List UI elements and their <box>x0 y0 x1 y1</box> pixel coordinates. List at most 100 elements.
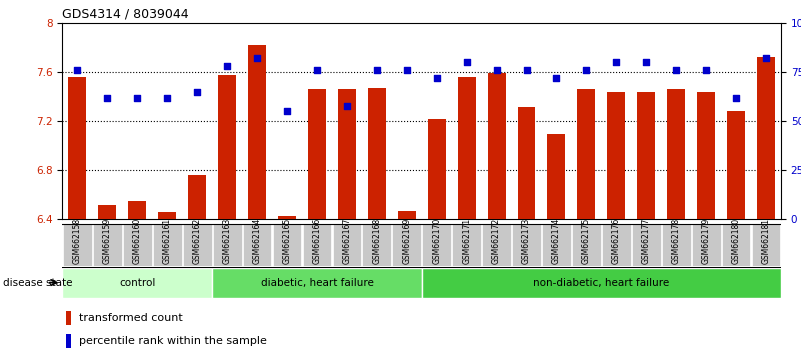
Bar <box>488 73 505 219</box>
Point <box>580 67 593 73</box>
Bar <box>159 212 176 219</box>
Text: GSM662175: GSM662175 <box>582 218 591 264</box>
Point <box>550 75 563 81</box>
Text: non-diabetic, heart failure: non-diabetic, heart failure <box>533 278 670 287</box>
Bar <box>188 175 206 219</box>
Bar <box>66 312 71 325</box>
Bar <box>578 89 595 219</box>
Bar <box>512 224 541 266</box>
Point <box>251 56 264 61</box>
Text: GSM662162: GSM662162 <box>193 218 202 264</box>
Text: GSM662169: GSM662169 <box>402 218 411 264</box>
Point <box>461 59 473 65</box>
Bar <box>422 224 451 266</box>
Bar <box>457 77 476 219</box>
FancyBboxPatch shape <box>422 268 781 298</box>
Point <box>370 67 383 73</box>
Point <box>700 67 713 73</box>
Point <box>311 67 324 73</box>
Point <box>610 59 622 65</box>
Bar <box>722 224 751 266</box>
Bar <box>482 224 511 266</box>
Text: diabetic, heart failure: diabetic, heart failure <box>260 278 373 287</box>
Point <box>759 56 772 61</box>
Bar <box>303 224 332 266</box>
Bar <box>362 224 391 266</box>
Bar <box>572 224 601 266</box>
Point <box>430 75 443 81</box>
Point <box>101 95 114 101</box>
Bar <box>662 224 690 266</box>
Text: control: control <box>119 278 155 287</box>
Bar <box>183 224 211 266</box>
Point <box>490 67 503 73</box>
Text: GSM662180: GSM662180 <box>731 218 741 264</box>
Bar <box>602 224 630 266</box>
Text: GSM662159: GSM662159 <box>103 218 112 264</box>
Point <box>131 95 143 101</box>
Text: GSM662160: GSM662160 <box>133 218 142 264</box>
Bar <box>667 89 685 219</box>
Bar <box>453 224 481 266</box>
Text: GSM662176: GSM662176 <box>612 218 621 264</box>
Text: GSM662172: GSM662172 <box>492 218 501 264</box>
Point <box>640 59 653 65</box>
Point <box>340 103 353 108</box>
Text: GSM662167: GSM662167 <box>342 218 352 264</box>
Point <box>161 95 174 101</box>
Bar <box>66 334 71 348</box>
Bar <box>278 216 296 219</box>
Bar <box>692 224 721 266</box>
Bar <box>632 224 661 266</box>
Text: GSM662177: GSM662177 <box>642 218 650 264</box>
Point <box>71 67 84 73</box>
Text: GSM662165: GSM662165 <box>283 218 292 264</box>
Bar <box>517 107 536 219</box>
Text: GSM662179: GSM662179 <box>702 218 710 264</box>
Text: percentile rank within the sample: percentile rank within the sample <box>78 336 267 346</box>
Bar <box>63 224 92 266</box>
Bar <box>751 224 780 266</box>
Text: GSM662173: GSM662173 <box>522 218 531 264</box>
Text: GSM662168: GSM662168 <box>372 218 381 264</box>
Bar <box>332 224 361 266</box>
Bar <box>547 133 566 219</box>
Bar <box>428 119 445 219</box>
Bar <box>398 211 416 219</box>
Point <box>730 95 743 101</box>
Bar <box>153 224 182 266</box>
Bar <box>128 201 147 219</box>
Bar <box>99 205 116 219</box>
Bar <box>697 92 715 219</box>
Bar <box>542 224 571 266</box>
Bar <box>218 75 236 219</box>
Bar <box>243 224 272 266</box>
Bar <box>93 224 122 266</box>
Bar <box>248 45 266 219</box>
Point <box>280 109 293 114</box>
Text: GSM662158: GSM662158 <box>73 218 82 264</box>
Bar <box>308 89 326 219</box>
Bar <box>368 88 386 219</box>
Text: GSM662166: GSM662166 <box>312 218 321 264</box>
Point <box>400 67 413 73</box>
Point <box>221 63 234 69</box>
Bar <box>392 224 421 266</box>
Bar <box>123 224 151 266</box>
Text: GSM662178: GSM662178 <box>672 218 681 264</box>
Bar <box>272 224 301 266</box>
Text: GSM662181: GSM662181 <box>762 218 771 264</box>
FancyBboxPatch shape <box>212 268 422 298</box>
Text: transformed count: transformed count <box>78 313 183 323</box>
Text: GSM662171: GSM662171 <box>462 218 471 264</box>
Bar <box>757 57 775 219</box>
Text: disease state: disease state <box>3 278 73 287</box>
Text: GSM662163: GSM662163 <box>223 218 231 264</box>
Text: GSM662170: GSM662170 <box>433 218 441 264</box>
Bar <box>638 92 655 219</box>
Text: GSM662161: GSM662161 <box>163 218 171 264</box>
Point <box>670 67 682 73</box>
Point <box>520 67 533 73</box>
FancyBboxPatch shape <box>62 268 212 298</box>
Bar <box>338 89 356 219</box>
